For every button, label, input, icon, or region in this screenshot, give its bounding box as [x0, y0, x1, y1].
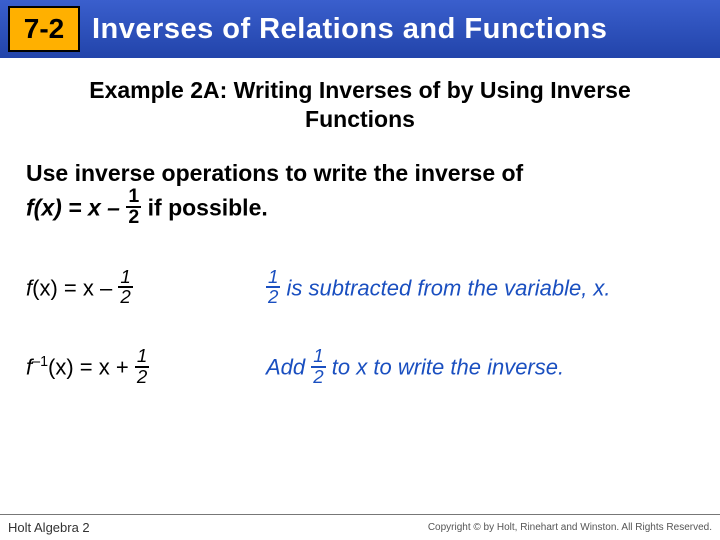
step2-rhs-pre: Add — [266, 355, 311, 380]
step-row-1: f(x) = x – 12 12 is subtracted from the … — [26, 270, 694, 309]
footer-right: Copyright © by Holt, Rinehart and Winsto… — [428, 522, 712, 533]
step2-explanation: Add 12 to x to write the inverse. — [266, 349, 694, 388]
step2-sup: –1 — [32, 354, 48, 370]
instruction-x: (x) = x – — [34, 194, 127, 220]
instruction-part1: Use inverse operations to write the inve… — [26, 160, 523, 186]
instruction-frac-num: 1 — [126, 187, 141, 209]
step2-den: 2 — [135, 368, 149, 387]
step-row-2: f–1(x) = x + 12 Add 12 to x to write the… — [26, 349, 694, 388]
step1-frac: 12 — [118, 268, 132, 307]
step1-rest: (x) = x – — [32, 275, 118, 300]
step2-rhs-den: 2 — [311, 368, 325, 387]
step2-rhs-num: 1 — [311, 347, 325, 368]
step2-num: 1 — [135, 347, 149, 368]
step1-rhs-frac: 12 — [266, 268, 280, 307]
slide-footer: Holt Algebra 2 Copyright © by Holt, Rine… — [0, 514, 720, 540]
badge-text: 7-2 — [24, 13, 64, 45]
instruction-fraction: 12 — [126, 187, 141, 228]
step1-rhs-den: 2 — [266, 288, 280, 307]
example-title: Example 2A: Writing Inverses of by Using… — [26, 76, 694, 134]
step1-den: 2 — [118, 288, 132, 307]
example-title-line1: Example 2A: Writing Inverses of by Using… — [89, 77, 631, 103]
lesson-header: 7-2 Inverses of Relations and Functions — [0, 0, 720, 58]
example-title-line2: Functions — [305, 106, 415, 132]
step1-num: 1 — [118, 268, 132, 289]
instruction-part2: if possible. — [141, 194, 268, 220]
step2-rest: (x) = x + — [48, 355, 135, 380]
step1-rhs-num: 1 — [266, 268, 280, 289]
slide-content: Example 2A: Writing Inverses of by Using… — [0, 58, 720, 388]
lesson-badge: 7-2 — [8, 6, 80, 52]
instruction: Use inverse operations to write the inve… — [26, 158, 694, 230]
instruction-fx: f — [26, 194, 34, 220]
lesson-title: Inverses of Relations and Functions — [92, 13, 607, 46]
instruction-frac-den: 2 — [126, 208, 141, 228]
step1-expression: f(x) = x – 12 — [26, 270, 266, 309]
worked-steps: f(x) = x – 12 12 is subtracted from the … — [26, 270, 694, 389]
step1-rhs-text: is subtracted from the variable, x. — [280, 275, 610, 300]
step1-explanation: 12 is subtracted from the variable, x. — [266, 270, 694, 309]
step2-rhs-frac: 12 — [311, 347, 325, 386]
step2-rhs-post: to x to write the inverse. — [326, 355, 564, 380]
footer-left: Holt Algebra 2 — [8, 520, 90, 535]
step2-frac: 12 — [135, 347, 149, 386]
step2-expression: f–1(x) = x + 12 — [26, 349, 266, 388]
